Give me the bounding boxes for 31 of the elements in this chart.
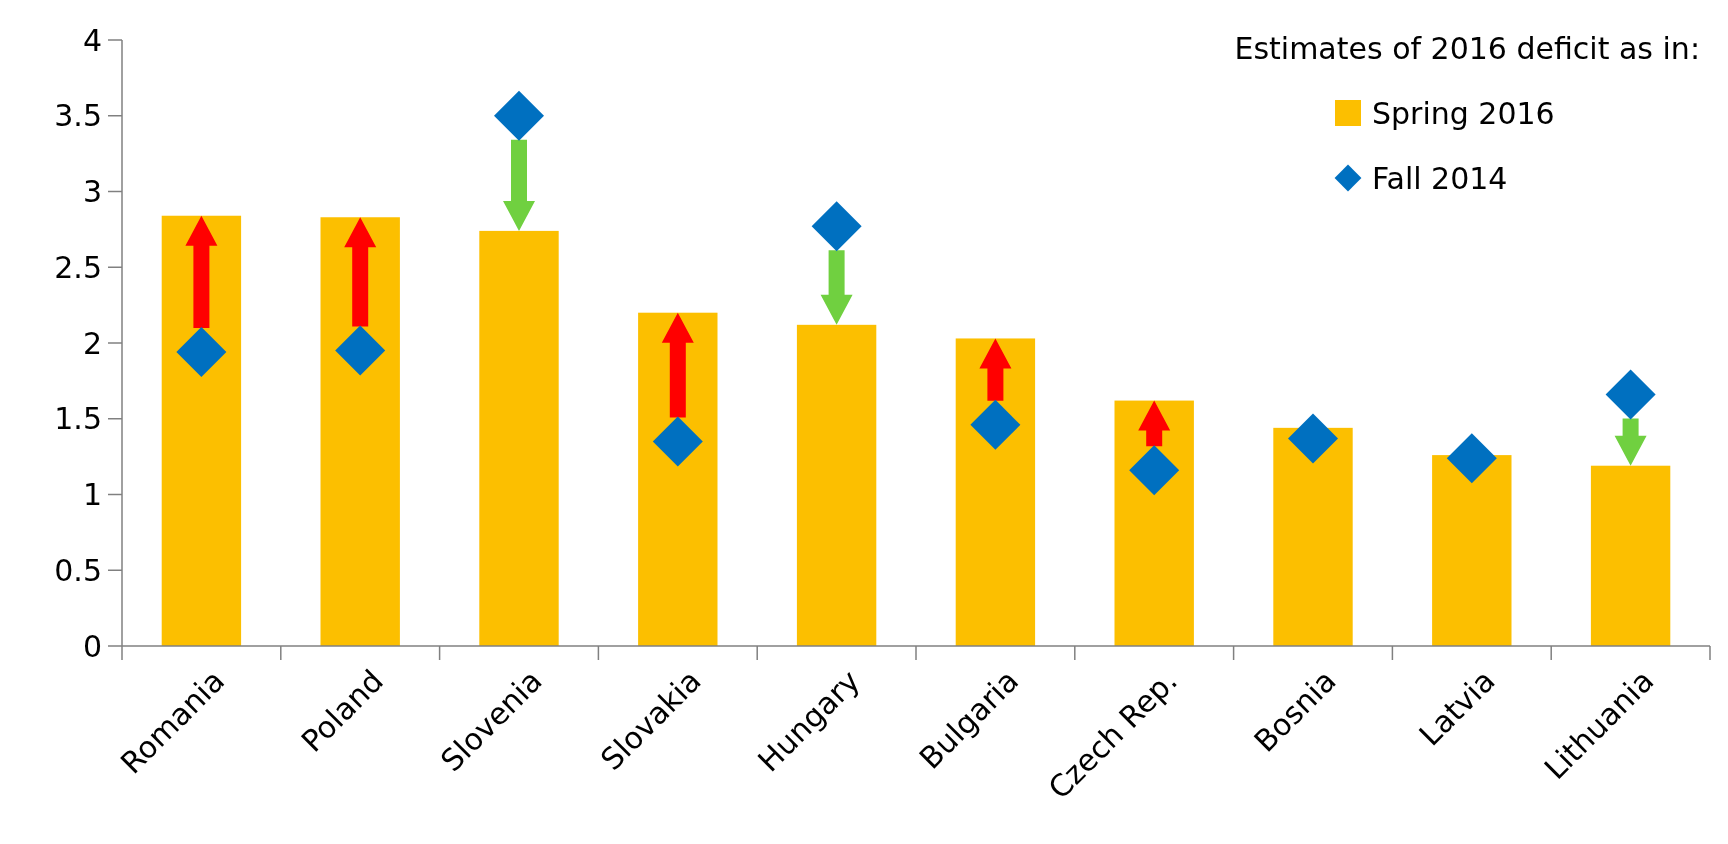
point bbox=[1288, 413, 1338, 464]
y-tick-label: 4 bbox=[82, 22, 102, 58]
y-tick-label: 1.5 bbox=[54, 401, 102, 437]
point bbox=[1129, 445, 1180, 496]
point bbox=[1605, 369, 1656, 420]
legend-label: Spring 2016 bbox=[1372, 95, 1555, 131]
point bbox=[335, 325, 386, 376]
point bbox=[494, 90, 544, 141]
point bbox=[176, 327, 227, 378]
legend-label: Fall 2014 bbox=[1372, 160, 1508, 196]
y-tick-label: 3 bbox=[82, 174, 102, 209]
y-tick-label: 0.5 bbox=[54, 552, 102, 588]
y-tick-label: 1 bbox=[82, 477, 102, 512]
point bbox=[811, 201, 862, 252]
bar bbox=[320, 217, 400, 646]
bar bbox=[1590, 465, 1671, 646]
bar bbox=[161, 215, 242, 646]
point bbox=[652, 416, 703, 467]
y-tick-label: 3.5 bbox=[54, 98, 102, 134]
point bbox=[1446, 433, 1497, 484]
bar bbox=[955, 338, 1036, 646]
bar bbox=[796, 324, 877, 646]
bar bbox=[1273, 427, 1353, 646]
bar bbox=[1114, 400, 1194, 646]
y-tick-label: 2 bbox=[82, 325, 102, 361]
y-tick-label: 2.5 bbox=[54, 249, 102, 285]
y-tick-label: 0 bbox=[82, 628, 102, 664]
bar bbox=[1432, 455, 1512, 646]
point bbox=[970, 399, 1021, 450]
bar bbox=[479, 230, 559, 646]
legend-title: Estimates of 2016 deficit as in: bbox=[1234, 30, 1700, 66]
